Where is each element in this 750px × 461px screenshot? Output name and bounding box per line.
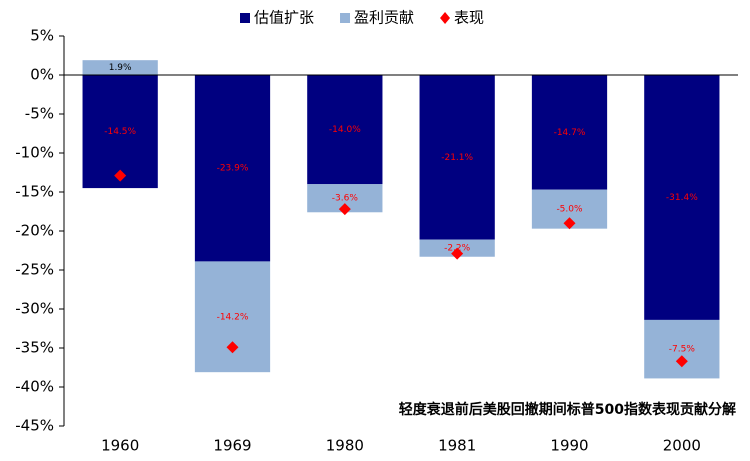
value-label: -14.0% — [329, 125, 361, 135]
legend-label: 估值扩张 — [254, 9, 314, 27]
legend-swatch — [340, 13, 351, 23]
bar — [644, 75, 720, 320]
marker — [338, 203, 351, 216]
x-tick-label: 2000 — [663, 437, 701, 455]
x-tick-label: 1981 — [438, 437, 476, 455]
legend-label: 盈利贡献 — [354, 9, 414, 27]
bar — [531, 75, 608, 190]
value-label: -14.7% — [554, 128, 586, 138]
y-tick-label: -30% — [15, 300, 54, 318]
y-tick-label: -10% — [15, 144, 54, 162]
bar — [194, 261, 271, 373]
annotation: 轻度衰退前后美股回撤期间标普500指数表现贡献分解 — [399, 401, 736, 418]
y-tick-label: -35% — [15, 339, 54, 357]
bar — [194, 75, 271, 262]
y-tick-label: -25% — [15, 261, 54, 279]
legend-swatch — [240, 13, 250, 23]
x-tick-label: 1969 — [213, 437, 251, 455]
bar — [82, 60, 158, 75]
y-tick-label: -40% — [15, 378, 54, 396]
x-tick-label: 1980 — [326, 437, 364, 455]
y-tick-label: 5% — [30, 27, 54, 45]
y-tick-label: 0% — [30, 66, 54, 84]
y-tick-label: -45% — [15, 417, 54, 435]
value-label: 1.9% — [109, 63, 132, 73]
bar — [307, 75, 383, 185]
marker — [451, 247, 464, 260]
bar — [644, 319, 720, 379]
marker — [675, 355, 688, 368]
value-label: -23.9% — [217, 164, 249, 174]
y-tick-label: -20% — [15, 222, 54, 240]
x-tick-label: 1990 — [550, 437, 588, 455]
bar — [82, 75, 158, 189]
bar — [419, 75, 495, 240]
value-label: -5.0% — [556, 205, 583, 215]
legend-marker — [440, 12, 451, 24]
y-tick-label: -15% — [15, 183, 54, 201]
value-label: -31.4% — [666, 193, 698, 203]
marker — [226, 341, 239, 354]
value-label: -7.5% — [669, 345, 696, 355]
value-label: -14.5% — [104, 127, 136, 137]
marker — [114, 169, 127, 182]
marker — [563, 217, 576, 230]
value-label: -3.6% — [332, 194, 359, 204]
value-label: -21.1% — [441, 153, 473, 163]
y-tick-label: -5% — [25, 105, 54, 123]
value-label: -14.2% — [217, 312, 249, 322]
legend-label: 表现 — [454, 9, 484, 27]
x-tick-label: 1960 — [101, 437, 139, 455]
